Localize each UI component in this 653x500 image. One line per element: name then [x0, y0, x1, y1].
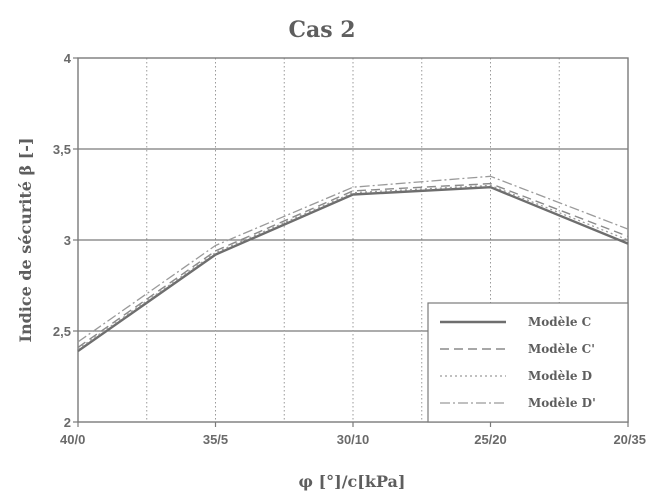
legend: Modèle C Modèle C' Modèle D Modèle D': [427, 302, 629, 423]
series-line: [77, 185, 629, 352]
series-line: [77, 182, 629, 348]
series-layer: [77, 175, 629, 352]
x-axis-label: φ [°]/c[kPa]: [299, 472, 406, 491]
series-line: [77, 184, 629, 350]
chart-title: Cas 2: [288, 17, 355, 43]
series-line: [77, 175, 629, 343]
x-tick-label: 35/5: [203, 432, 228, 447]
y-tick-label: 2: [64, 415, 71, 430]
x-tick-label: 30/10: [337, 432, 370, 447]
y-tick-labels: 2 2,5 3 3,5 4: [53, 51, 78, 430]
y-tick-label: 3: [64, 233, 71, 248]
legend-label: Modèle D': [528, 396, 596, 410]
y-tick-label: 2,5: [53, 324, 71, 339]
legend-label: Modèle D: [528, 369, 592, 383]
x-tick-label: 40/0: [60, 432, 85, 447]
y-tick-label: 4: [64, 51, 72, 66]
legend-label: Modèle C: [528, 315, 591, 329]
legend-label: Modèle C': [528, 342, 595, 356]
x-tick-label: 20/35: [613, 432, 646, 447]
x-tick-label: 25/20: [474, 432, 507, 447]
y-tick-label: 3,5: [53, 142, 71, 157]
y-axis-label: Indice de sécurité β [-]: [16, 138, 35, 343]
x-tick-labels: 40/0 35/5 30/10 25/20 20/35: [60, 422, 646, 447]
